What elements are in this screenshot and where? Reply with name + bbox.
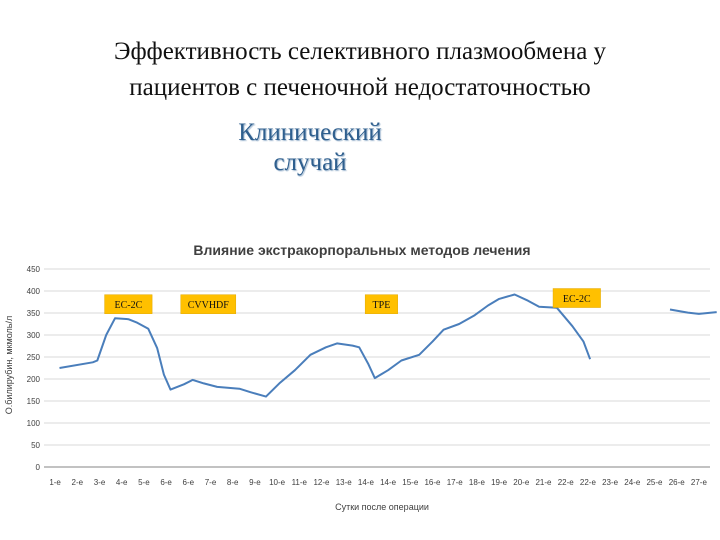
x-tick-label: 16-е bbox=[424, 478, 441, 487]
y-tick-label: 400 bbox=[27, 287, 41, 296]
annotation-tpe: TPE bbox=[364, 294, 398, 314]
x-tick-label: 3-е bbox=[94, 478, 106, 487]
annotation-box bbox=[364, 294, 398, 314]
x-tick-label: 25-е bbox=[646, 478, 663, 487]
x-tick-label: 24-е bbox=[624, 478, 641, 487]
annotation-label: EC-2C bbox=[563, 294, 591, 305]
x-tick-label: 10-е bbox=[269, 478, 286, 487]
chart-title: Влияние экстракорпоральных методов лечен… bbox=[193, 242, 530, 258]
x-tick-label: 5-е bbox=[138, 478, 150, 487]
x-tick-label: 7-е bbox=[205, 478, 217, 487]
bilirubin-chart: Влияние экстракорпоральных методов лечен… bbox=[4, 242, 717, 512]
annotation-cvvhdf: CVVHDF bbox=[180, 294, 237, 314]
y-tick-label: 200 bbox=[27, 375, 41, 384]
x-tick-label: 6-е bbox=[183, 478, 195, 487]
chart-grid bbox=[44, 268, 710, 446]
y-tick-label: 450 bbox=[27, 265, 41, 274]
slide-title-line-1: Эффективность селективного плазмообмена … bbox=[113, 38, 607, 65]
slide-subtitle-line-2: случай bbox=[273, 149, 347, 176]
bilirubin-series-line bbox=[669, 308, 717, 315]
chart-annotations: EC-2C CVVHDF TPE EC-2C bbox=[104, 288, 601, 314]
annotation-box bbox=[104, 294, 153, 314]
annotation-label: CVVHDF bbox=[188, 300, 230, 311]
y-tick-label: 300 bbox=[27, 331, 41, 340]
y-tick-label: 100 bbox=[27, 419, 41, 428]
slide-title: Эффективность селективного плазмообмена … bbox=[0, 34, 720, 106]
x-tick-label: 4-е bbox=[116, 478, 128, 487]
annotation-ec-2c: EC-2C bbox=[552, 288, 601, 308]
bilirubin-series-line bbox=[59, 293, 592, 398]
slide-subtitle: Клинический случай bbox=[0, 118, 620, 178]
x-tick-label: 18-е bbox=[469, 478, 486, 487]
x-tick-label: 17-е bbox=[447, 478, 464, 487]
x-tick-label: 11-е bbox=[292, 478, 308, 487]
annotation-ec-2c: EC-2C bbox=[104, 294, 153, 314]
x-tick-label: 1-е bbox=[49, 478, 61, 487]
annotation-label: EC-2C bbox=[114, 300, 142, 311]
y-axis-label: О.билирубин, мкмоль/л bbox=[4, 316, 14, 414]
y-axis-ticks: 0 50 100 150 200 250 300 350 400 450 bbox=[27, 265, 41, 472]
x-tick-label: 13-е bbox=[336, 478, 353, 487]
x-tick-label: 19-е bbox=[491, 478, 508, 487]
x-tick-label: 20-е bbox=[513, 478, 530, 487]
x-tick-label: 14-е bbox=[358, 478, 375, 487]
y-tick-label: 250 bbox=[27, 353, 41, 362]
x-tick-label: 12-е bbox=[313, 478, 330, 487]
x-tick-label: 21-е bbox=[535, 478, 552, 487]
x-axis-label: Сутки после операции bbox=[335, 502, 429, 512]
x-tick-label: 2-е bbox=[72, 478, 84, 487]
chart-series bbox=[59, 293, 717, 398]
x-tick-label: 15-е bbox=[402, 478, 419, 487]
y-tick-label: 150 bbox=[27, 397, 41, 406]
annotation-label: TPE bbox=[373, 300, 391, 311]
y-tick-label: 0 bbox=[36, 463, 41, 472]
slide-title-line-2: пациентов с печеночной недостаточностью bbox=[129, 74, 591, 101]
annotation-box bbox=[552, 288, 601, 308]
x-tick-label: 14-е bbox=[380, 478, 397, 487]
x-tick-label: 22-е bbox=[558, 478, 575, 487]
x-tick-label: 8-е bbox=[227, 478, 239, 487]
y-tick-label: 50 bbox=[31, 441, 40, 450]
x-tick-label: 22-е bbox=[580, 478, 597, 487]
x-tick-label: 27-е bbox=[691, 478, 708, 487]
x-tick-label: 23-е bbox=[602, 478, 619, 487]
x-axis-ticks: 1-е 2-е 3-е 4-е 5-е 6-е 6-е 7-е 8-е 9-е 10-е 11-е 12… bbox=[49, 478, 707, 487]
slide-subtitle-line-1: Клинический bbox=[238, 119, 382, 146]
y-tick-label: 350 bbox=[27, 309, 41, 318]
annotation-box bbox=[180, 294, 237, 314]
x-tick-label: 26-е bbox=[669, 478, 686, 487]
x-tick-label: 6-е bbox=[160, 478, 172, 487]
x-tick-label: 9-е bbox=[249, 478, 261, 487]
